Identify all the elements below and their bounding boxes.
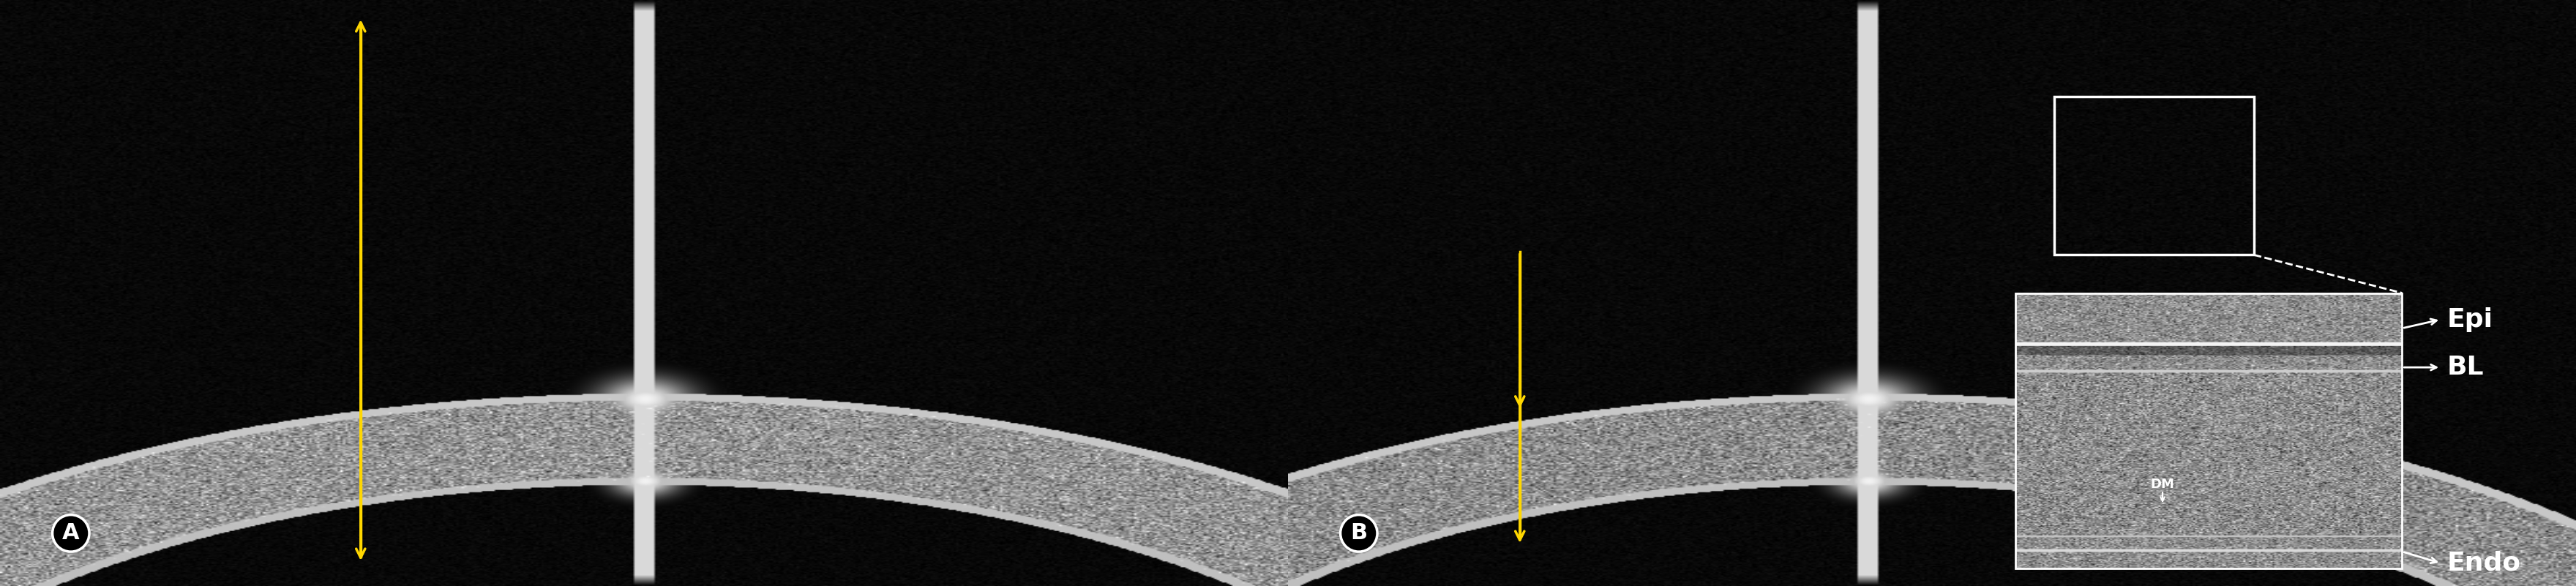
Bar — [2017, 293, 2403, 568]
Text: B: B — [1350, 523, 1368, 544]
Text: BL: BL — [2447, 355, 2483, 380]
Text: A: A — [62, 523, 80, 544]
Text: Epi: Epi — [2447, 307, 2494, 332]
Text: Endo: Endo — [2447, 551, 2522, 575]
Bar — [2056, 97, 2254, 255]
Text: DM: DM — [2151, 478, 2174, 491]
